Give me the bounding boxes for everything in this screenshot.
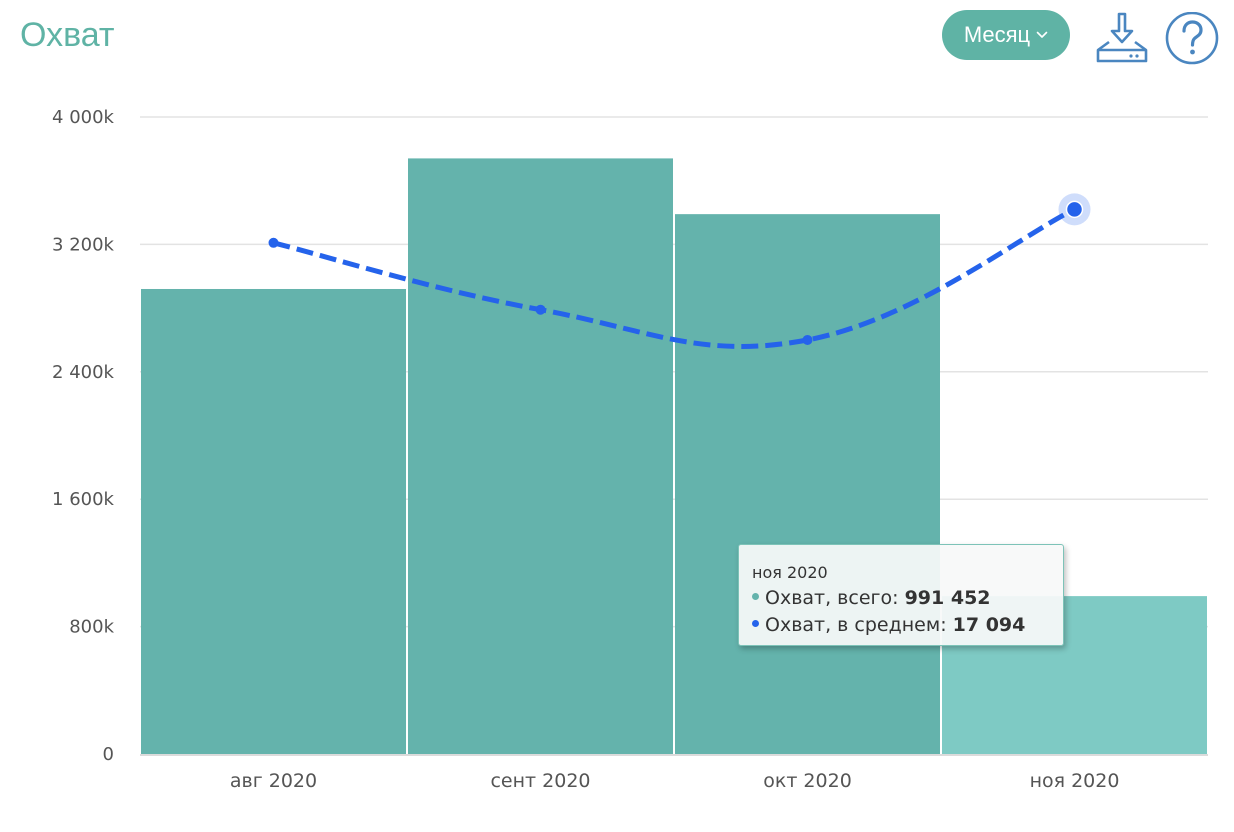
- line-series: [268, 193, 1091, 349]
- y-axis-ticks: 0 800k 1 600k 2 400k 3 200k 4 000k: [52, 107, 115, 765]
- download-icon[interactable]: [1094, 10, 1150, 66]
- average-line: [272, 207, 1076, 349]
- x-axis-ticks: авг 2020 сент 2020 окт 2020 ноя 2020: [140, 754, 1208, 792]
- tooltip-value-average: 17 094: [952, 614, 1026, 636]
- chart-tooltip: ноя 2020 Охват, всего: 991 452 Охват, в …: [738, 544, 1064, 646]
- bar[interactable]: [408, 158, 673, 754]
- x-tick-label: сент 2020: [490, 770, 590, 792]
- tooltip-header: ноя 2020: [752, 563, 828, 582]
- tooltip-row-average: Охват, в среднем: 17 094: [752, 612, 1051, 639]
- period-button-label: Месяц: [963, 22, 1031, 47]
- y-tick-label: 1 600k: [52, 489, 115, 510]
- x-tick-label: ноя 2020: [1030, 770, 1120, 792]
- y-tick-label: 2 400k: [52, 362, 115, 383]
- bar[interactable]: [141, 288, 406, 754]
- line-point[interactable]: [1065, 200, 1084, 219]
- y-tick-label: 0: [103, 744, 114, 765]
- tooltip-row-total: Охват, всего: 991 452: [752, 585, 1051, 612]
- y-tick-label: 800k: [69, 617, 114, 638]
- y-tick-label: 4 000k: [52, 107, 115, 128]
- tooltip-label-total: Охват, всего:: [765, 587, 905, 609]
- line-point[interactable]: [802, 334, 813, 345]
- x-tick-label: авг 2020: [230, 770, 317, 792]
- tooltip-value-total: 991 452: [904, 587, 991, 609]
- y-tick-label: 3 200k: [52, 234, 115, 255]
- chevron-down-icon: [1036, 31, 1048, 39]
- x-tick-label: окт 2020: [763, 770, 852, 792]
- tooltip-label-average: Охват, в среднем:: [765, 614, 953, 636]
- period-dropdown-button[interactable]: Месяц: [942, 10, 1070, 60]
- line-point[interactable]: [535, 304, 546, 315]
- page-title: Охват: [20, 16, 115, 54]
- tooltip-dot-average: [752, 620, 759, 627]
- bar[interactable]: [675, 214, 940, 754]
- tooltip-dot-total: [752, 593, 759, 600]
- help-icon[interactable]: [1164, 11, 1220, 68]
- line-point[interactable]: [268, 237, 279, 248]
- bar-series: [141, 158, 1207, 754]
